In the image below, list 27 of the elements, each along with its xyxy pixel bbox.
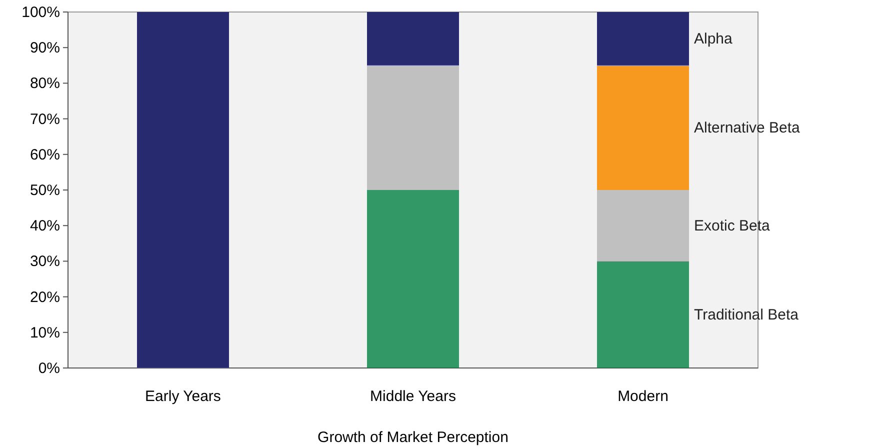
y-tick-label: 90% [30,40,60,57]
bar [597,190,689,262]
bar [597,261,689,368]
x-tick-label: Early Years [145,388,221,405]
y-tick-label: 100% [22,4,60,21]
bar [137,12,229,368]
series-label: Alternative Beta [694,120,801,137]
series-label: Exotic Beta [694,218,771,235]
y-tick-label: 30% [30,253,60,270]
y-tick-label: 70% [30,110,60,128]
x-tick-label: Middle Years [370,388,456,405]
y-tick-label: 40% [30,218,60,235]
x-axis-title: Growth of Market Perception [318,429,508,446]
bar [597,65,689,190]
series-label: Alpha [694,30,734,48]
y-tick-label: 0% [38,360,60,377]
bar [597,12,689,66]
y-tick-label: 20% [30,288,60,306]
y-tick-label: 60% [30,146,60,164]
bar [367,65,459,190]
bar [367,190,459,368]
bar [367,12,459,66]
x-tick-label: Modern [618,388,668,405]
series-label: Traditional Beta [694,306,800,324]
y-tick-label: 10% [30,324,60,342]
y-tick-label: 50% [30,182,60,199]
y-tick-label: 80% [30,75,60,92]
